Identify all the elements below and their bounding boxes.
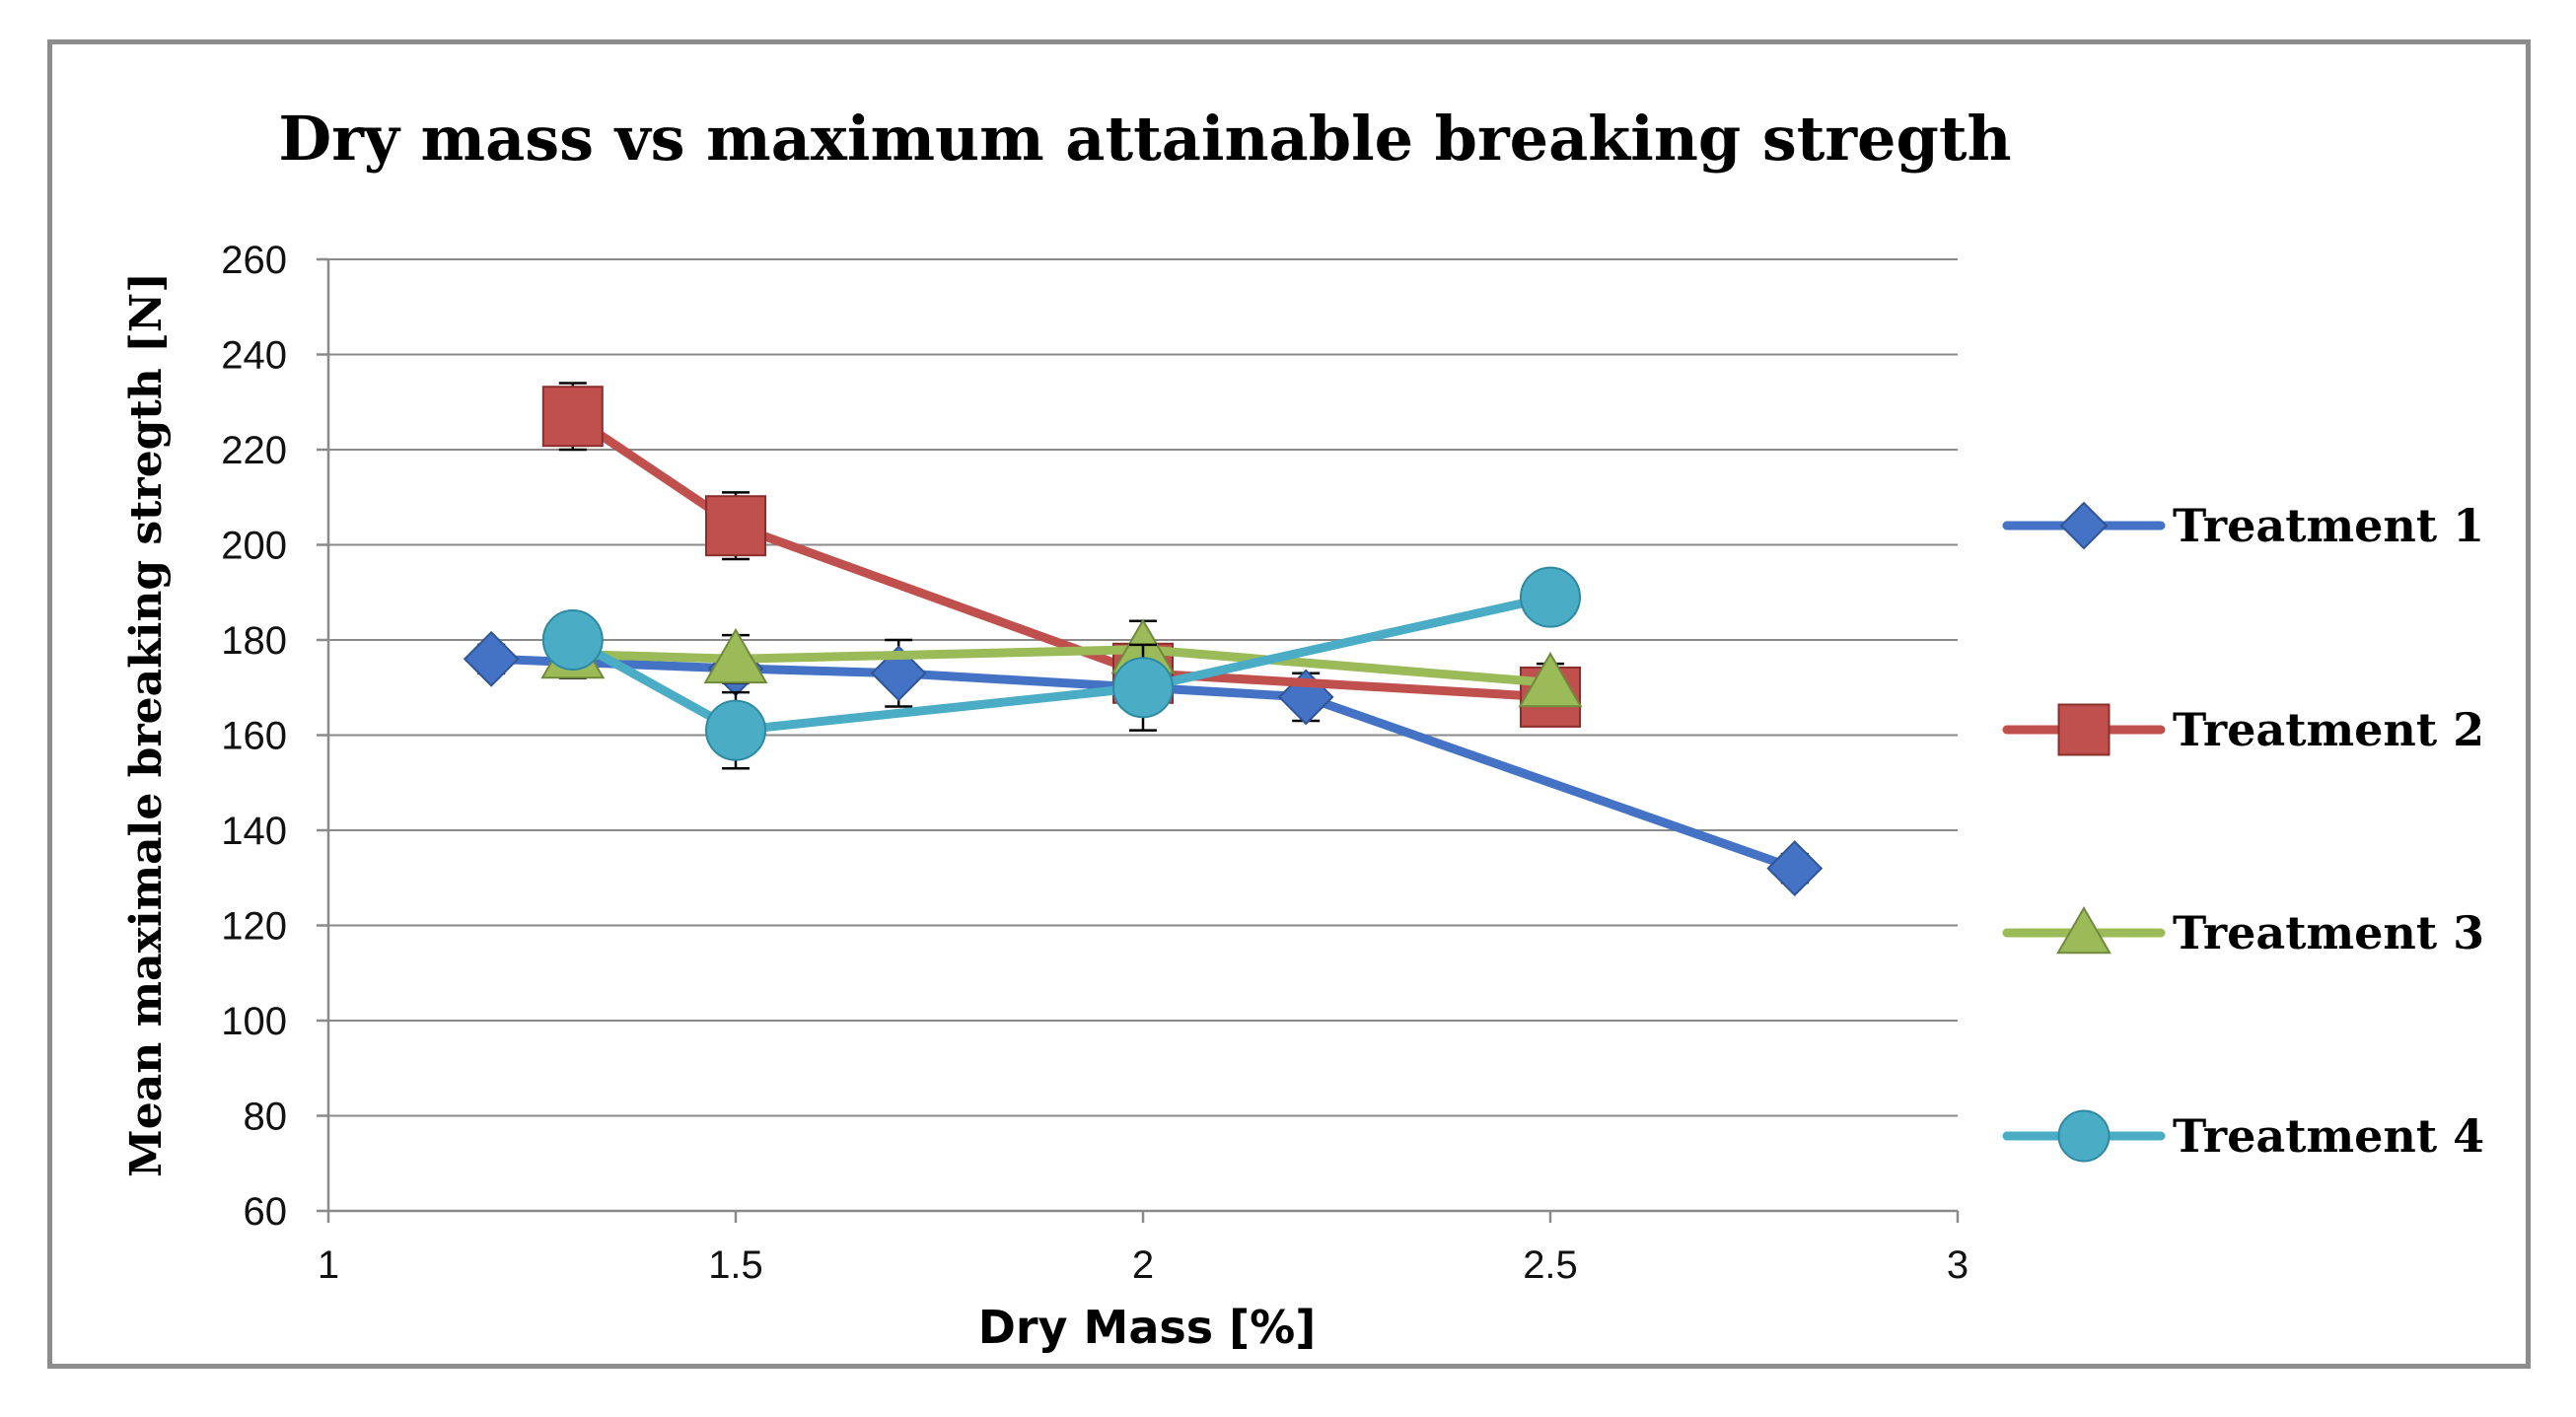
x-tick-label-3: 3 (1947, 1243, 1968, 1287)
chart-frame: Dry mass vs maximum attainable breaking … (47, 39, 2531, 1369)
data-point (870, 645, 927, 702)
x-tick-label-2: 2 (1132, 1243, 1154, 1287)
data-point (541, 386, 604, 448)
series-line-3 (568, 645, 1555, 687)
y-tick-label-140: 140 (221, 810, 287, 853)
data-point (1766, 840, 1824, 897)
x-tick-label-1: 1 (318, 1243, 339, 1287)
legend-marker (2059, 501, 2109, 550)
legend-label: Treatment 1 (2173, 499, 2484, 552)
legend-label: Treatment 4 (2173, 1109, 2484, 1163)
series-line-4 (568, 593, 1555, 736)
chart-canvas: Dry mass vs maximum attainable breaking … (121, 103, 2484, 1354)
y-tick-label-120: 120 (221, 905, 287, 949)
axes (317, 257, 1960, 1223)
x-tick-labels: 1 1.5 2 2.5 3 (318, 1243, 1968, 1287)
legend-marker (2057, 1109, 2111, 1163)
data-point (1518, 652, 1583, 708)
x-tick-label-1.5: 1.5 (708, 1243, 763, 1287)
legend-item-2: Treatment 2 (2002, 703, 2484, 756)
y-tick-label-220: 220 (221, 429, 287, 472)
legend-marker (2057, 703, 2111, 756)
y-tick-label-180: 180 (221, 619, 287, 663)
y-tick-label-260: 260 (221, 239, 287, 282)
data-point (703, 627, 768, 684)
series (463, 382, 1824, 897)
x-axis-label: Dry Mass [%] (978, 1301, 1317, 1354)
y-tick-label-160: 160 (221, 715, 287, 758)
data-point (541, 609, 604, 671)
data-point (705, 699, 766, 761)
data-point (705, 495, 766, 557)
legend-item-4: Treatment 4 (2002, 1109, 2484, 1163)
legend-marker (2056, 906, 2111, 955)
legend-label: Treatment 2 (2173, 703, 2484, 756)
legend-item-3: Treatment 3 (2002, 906, 2484, 959)
y-tick-label-80: 80 (244, 1096, 288, 1139)
series-line-2 (568, 411, 1555, 702)
data-point (1520, 566, 1581, 628)
legend-item-1: Treatment 1 (2002, 499, 2484, 552)
series-line-1 (486, 654, 1800, 874)
y-tick-label-60: 60 (244, 1190, 288, 1234)
legend: Treatment 1 Treatment 2 Treatment 3 Treatme… (2002, 499, 2484, 1163)
y-tick-label-240: 240 (221, 334, 287, 378)
data-point (1112, 657, 1174, 719)
y-axis-label: Mean maximale breaking stregth [N] (121, 272, 172, 1177)
data-point (463, 630, 520, 687)
y-tick-label-100: 100 (221, 1000, 287, 1043)
series-4 (541, 566, 1581, 770)
x-tick-label-2.5: 2.5 (1523, 1243, 1578, 1287)
chart-title: Dry mass vs maximum attainable breaking … (278, 103, 2011, 175)
y-tick-label-200: 200 (221, 525, 287, 568)
legend-label: Treatment 3 (2173, 906, 2484, 959)
y-tick-labels: 60 80 100 120 140 160 180 200 220 240 260 (221, 239, 287, 1234)
